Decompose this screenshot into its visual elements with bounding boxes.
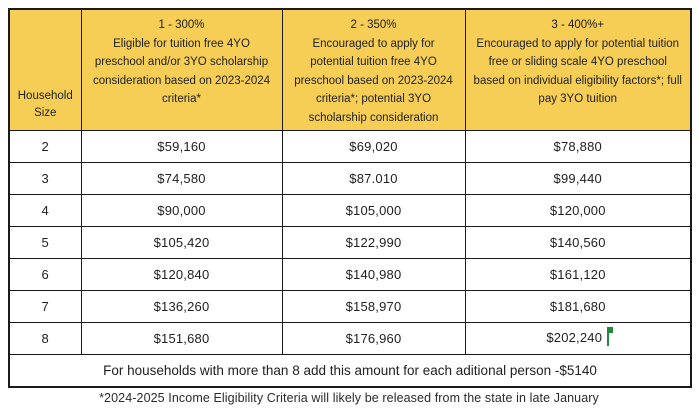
income-cell: $140,980	[281, 257, 466, 291]
income-cell: $202,240	[464, 321, 692, 355]
additional-person-note: For households with more than 8 add this…	[8, 353, 692, 388]
footnote: *2024-2025 Income Eligibility Criteria w…	[99, 391, 599, 405]
income-cell: $161,120	[464, 257, 692, 291]
household-size-cell: 3	[8, 161, 82, 195]
income-cell: $151,680	[80, 321, 283, 355]
household-size-cell: 7	[8, 289, 82, 323]
collaborator-caret	[607, 326, 614, 346]
table-row: 6 $120,840 $140,980 $161,120	[8, 257, 692, 291]
household-size-cell: 4	[8, 193, 82, 227]
household-size-cell: 8	[8, 321, 82, 355]
income-cell: $176,960	[281, 321, 466, 355]
income-cell: $122,990	[281, 225, 466, 259]
household-size-cell: 6	[8, 257, 82, 291]
income-cell: $105,000	[281, 193, 466, 227]
income-cell: $87.010	[281, 161, 466, 195]
income-cell: $105,420	[80, 225, 283, 259]
income-value: $202,240	[546, 330, 603, 346]
table-row: 7 $136,260 $158,970 $181,680	[8, 289, 692, 323]
income-cell: $74,580	[80, 161, 283, 195]
footer-row: For households with more than 8 add this…	[8, 353, 692, 388]
table-row: 5 $105,420 $122,990 $140,560	[8, 225, 692, 259]
header-tier-2-description: Encouraged to apply for potential tuitio…	[294, 37, 453, 124]
household-size-cell: 5	[8, 225, 82, 259]
income-cell: $90,000	[80, 193, 283, 227]
table-row: 3 $74,580 $87.010 $99,440	[8, 161, 692, 195]
income-cell: $181,680	[464, 289, 692, 323]
household-size-cell: 2	[8, 129, 82, 163]
header-tier-2-title: 2 - 350%	[350, 19, 397, 31]
income-cell: $59,160	[80, 129, 283, 163]
header-household-size: Household Size	[8, 8, 82, 131]
income-cell: $120,840	[80, 257, 283, 291]
table-row: 4 $90,000 $105,000 $120,000	[8, 193, 692, 227]
income-cell: $136,260	[80, 289, 283, 323]
header-tier-1-description: Eligible for tuition free 4YO preschool …	[92, 37, 271, 106]
income-eligibility-table: Household Size 1 - 300% Eligible for tui…	[8, 8, 692, 388]
header-tier-3: 3 - 400%+ Encouraged to apply for potent…	[464, 8, 692, 131]
header-tier-2: 2 - 350% Encouraged to apply for potenti…	[281, 8, 466, 131]
header-tier-3-description: Encouraged to apply for potential tuitio…	[473, 37, 682, 106]
header-tier-3-title: 3 - 400%+	[551, 19, 605, 31]
table-row: 8 $151,680 $176,960 $202,240	[8, 321, 692, 355]
income-cell: $158,970	[281, 289, 466, 323]
income-cell: $140,560	[464, 225, 692, 259]
income-cell: $99,440	[464, 161, 692, 195]
header-tier-1: 1 - 300% Eligible for tuition free 4YO p…	[80, 8, 283, 131]
table-row: 2 $59,160 $69,020 $78,880	[8, 129, 692, 163]
header-tier-1-title: 1 - 300%	[158, 19, 205, 31]
header-row: Household Size 1 - 300% Eligible for tui…	[8, 8, 692, 131]
document-page: Household Size 1 - 300% Eligible for tui…	[8, 8, 692, 405]
income-cell: $120,000	[464, 193, 692, 227]
income-cell: $69,020	[281, 129, 466, 163]
income-cell: $78,880	[464, 129, 692, 163]
